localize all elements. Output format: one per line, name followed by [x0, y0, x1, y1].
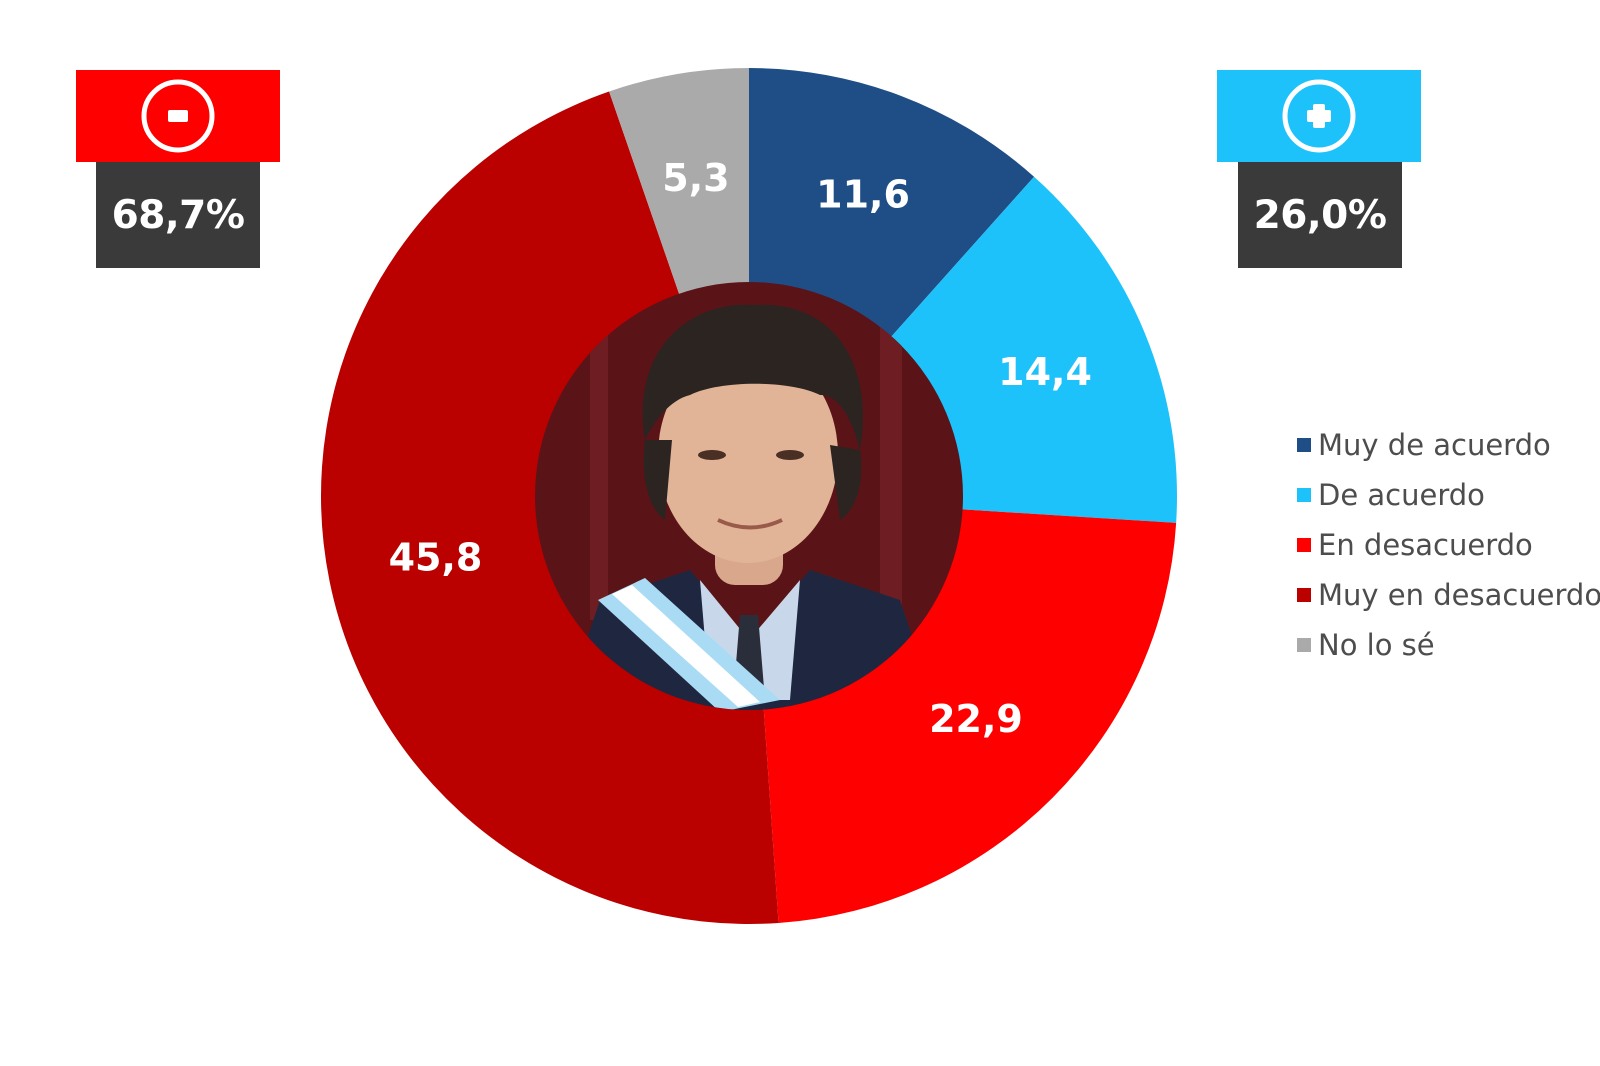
slice-labels: 11,6 14,4 22,9 45,8 5,3: [389, 156, 1092, 741]
legend-label: No lo sé: [1318, 628, 1435, 662]
positive-total-value: 26,0%: [1238, 162, 1402, 268]
legend-swatch: [1297, 538, 1311, 552]
positive-badge-header: [1217, 70, 1421, 162]
legend-label: De acuerdo: [1318, 478, 1485, 512]
slice-value-label: 5,3: [662, 156, 729, 200]
legend-swatch: [1297, 588, 1311, 602]
negative-total-value: 68,7%: [96, 162, 260, 268]
center-portrait: [535, 282, 963, 710]
donut-slice-muy-de-acuerdo: [749, 68, 1035, 338]
legend-label: Muy de acuerdo: [1318, 428, 1551, 462]
plus-circle-icon: [1282, 79, 1356, 153]
legend-item-no-lo-se: No lo sé: [1297, 620, 1600, 670]
donut-slice-no-lo-s-: [609, 68, 749, 296]
legend-swatch: [1297, 488, 1311, 502]
legend-item-de-acuerdo: De acuerdo: [1297, 470, 1600, 520]
chart-legend: Muy de acuerdo De acuerdo En desacuerdo …: [1297, 420, 1600, 670]
legend-label: En desacuerdo: [1318, 528, 1533, 562]
legend-swatch: [1297, 438, 1311, 452]
legend-swatch: [1297, 638, 1311, 652]
slice-value-label: 14,4: [998, 350, 1092, 394]
slice-value-label: 11,6: [816, 173, 910, 217]
legend-item-en-desacuerdo: En desacuerdo: [1297, 520, 1600, 570]
legend-label: Muy en desacuerdo: [1318, 578, 1600, 612]
legend-item-muy-en-desacuerdo: Muy en desacuerdo: [1297, 570, 1600, 620]
donut-slice-en-desacuerdo: [763, 509, 1177, 923]
legend-item-muy-de-acuerdo: Muy de acuerdo: [1297, 420, 1600, 470]
negative-badge-header: [76, 70, 280, 162]
slice-value-label: 22,9: [929, 697, 1023, 741]
donut-slice-de-acuerdo: [890, 176, 1177, 523]
slice-value-label: 45,8: [389, 535, 483, 579]
minus-circle-icon: [141, 79, 215, 153]
